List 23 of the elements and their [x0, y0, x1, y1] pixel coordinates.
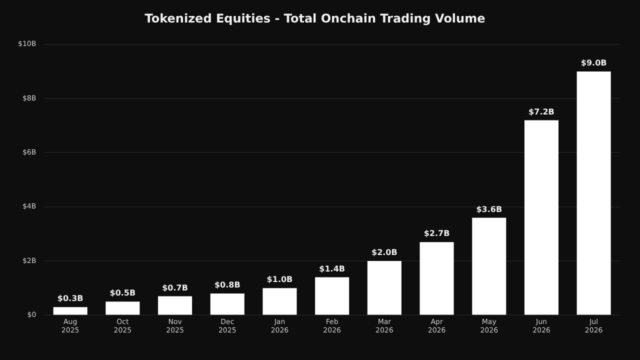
data-label: $0.7B: [162, 283, 188, 292]
bar: [472, 218, 506, 315]
bar: [576, 71, 611, 315]
data-label: $2.0B: [372, 248, 398, 258]
chart-title: Tokenized Equities - Total Onchain Trading Volume: [144, 11, 486, 26]
bar: [106, 302, 140, 315]
data-label: $0.8B: [214, 280, 240, 290]
data-label: $0.3B: [57, 294, 84, 304]
bar: [210, 294, 244, 315]
data-label: $3.6B: [476, 204, 502, 214]
bar: [420, 242, 454, 315]
data-label: $1.4B: [319, 264, 346, 274]
bar: [524, 120, 558, 315]
bar: [53, 307, 88, 315]
bar: [158, 296, 192, 315]
bar: [315, 277, 350, 315]
data-label: $7.2B: [528, 107, 554, 116]
data-label: $1.0B: [266, 275, 293, 284]
data-label: $0.5B: [110, 288, 136, 298]
bar: [262, 288, 297, 315]
bar: [367, 261, 402, 315]
data-label: $2.7B: [424, 229, 450, 238]
data-label: $9.0B: [580, 58, 607, 68]
